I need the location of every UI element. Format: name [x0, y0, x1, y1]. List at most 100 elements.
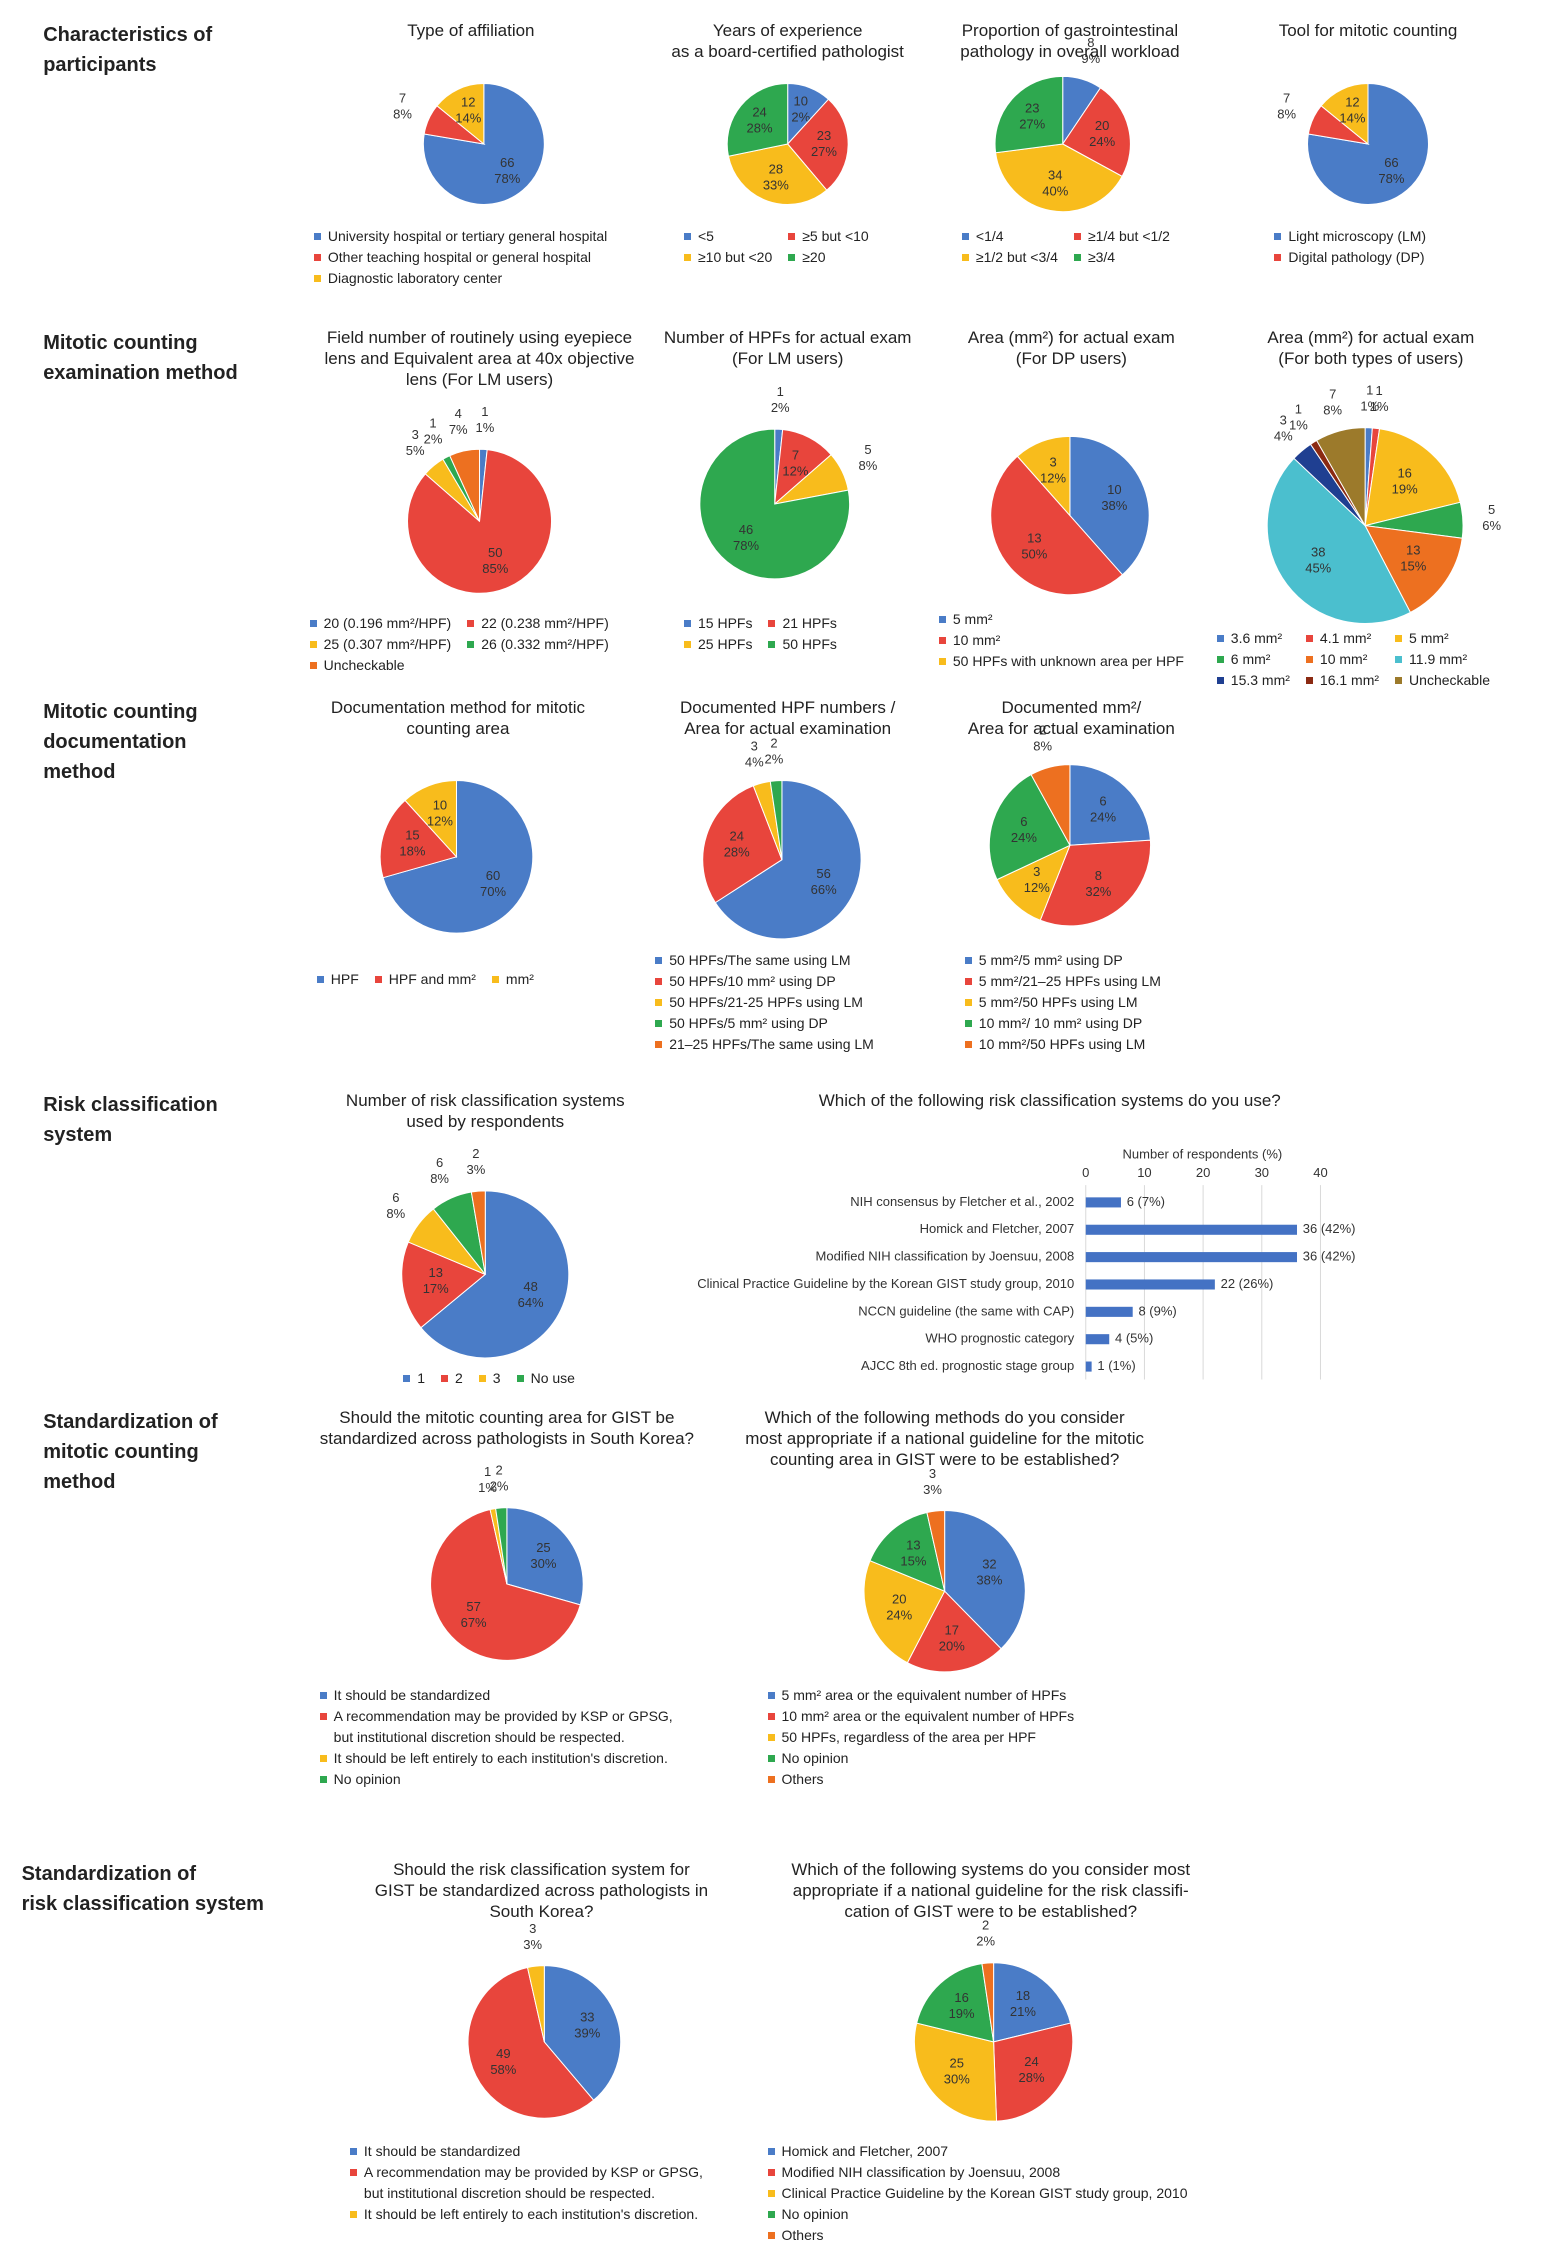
legend-item: ≥1/2 but <3/4	[961, 247, 1058, 268]
legend-label: 21 HPFs	[782, 615, 837, 632]
slice-count: 24	[729, 828, 743, 843]
slice-count: 3	[929, 1466, 936, 1481]
legend-item: 50 HPFs/21-25 HPFs using LM	[655, 992, 874, 1013]
legend-label: ≥1/4 but <1/2	[1087, 228, 1170, 245]
legend-item: 50 HPFs, regardless of the area per HPF	[767, 1727, 1075, 1748]
chart-title: Field number of routinely using eyepiece…	[200, 327, 760, 390]
legend-item: It should be left entirely to each insti…	[349, 2204, 703, 2225]
pie-slice	[981, 1962, 995, 2042]
slice-count: 32	[982, 1556, 996, 1571]
legend-label: Uncheckable	[1409, 671, 1490, 688]
legend-label: 50 HPFs/5 mm² using DP	[669, 1015, 828, 1032]
pie-slice	[401, 1241, 487, 1329]
slice-count: 16	[954, 1990, 968, 2005]
slice-count: 66	[500, 155, 514, 170]
title-line: Should the mitotic counting area for GIS…	[339, 1407, 675, 1427]
legend-label: Digital pathology (DP)	[1288, 249, 1425, 266]
slice-percent: 58%	[490, 2062, 516, 2077]
value-label: 36 (42%)	[1303, 1249, 1356, 1264]
legend-swatch	[349, 2211, 357, 2219]
title-line: counting area in GIST were to be establi…	[769, 1449, 1120, 1469]
legend-swatch	[684, 641, 691, 649]
legend: Light microscopy (LM) Digital pathology (…	[1274, 226, 1426, 268]
legend-label: Homick and Fletcher, 2007	[781, 2143, 949, 2160]
legend-item: A recommendation may be provided by KSP …	[319, 1706, 673, 1748]
slice-percent: 6%	[1482, 518, 1501, 533]
legend-label: 50 HPFs	[782, 636, 837, 653]
slice-count: 23	[1025, 101, 1039, 116]
legend-swatch	[491, 976, 499, 984]
slice-count: 1	[481, 404, 488, 419]
slice-count: 13	[906, 1538, 920, 1553]
legend-item: 4.1 mm²	[1305, 628, 1379, 649]
legend-item: University hospital or tertiary general …	[313, 226, 607, 247]
legend: <1/4 ≥1/4 but <1/2 ≥1/2 but <3/4 ≥3/4	[961, 226, 1170, 268]
legend-item: No opinion	[767, 2204, 1188, 2225]
legend-label: 10 mm²/ 10 mm² using DP	[978, 1015, 1143, 1032]
slice-count: 1	[1366, 382, 1373, 397]
slice-percent: 30%	[944, 2071, 970, 2086]
slice-count: 24	[752, 105, 766, 120]
legend-item: Digital pathology (DP)	[1274, 247, 1426, 268]
slice-count: 2	[1039, 723, 1046, 738]
slice-count: 10	[794, 94, 808, 109]
legend-label: ≥5 but <10	[802, 228, 869, 245]
legend-item: It should be left entirely to each insti…	[319, 1748, 673, 1769]
title-line: Number of HPFs for actual exam	[663, 327, 912, 347]
legend-label: 15 HPFs	[698, 615, 753, 632]
legend-label: A recommendation may be provided by KSP …	[363, 2164, 703, 2202]
legend-label: HPF and mm²	[388, 971, 476, 988]
legend-swatch	[309, 662, 317, 670]
legend-label: 50 HPFs/The same using LM	[669, 952, 851, 969]
legend-item: Diagnostic laboratory center	[313, 268, 607, 289]
legend-item: 5 mm²/5 mm² using DP	[964, 950, 1161, 971]
slice-percent: 45%	[1305, 560, 1331, 575]
legend: It should be standardized A recommendatio…	[349, 2141, 703, 2225]
slice-percent: 24%	[1011, 830, 1037, 845]
legend-label: 11.9 mm²	[1409, 650, 1468, 667]
legend-swatch	[767, 1712, 775, 1720]
legend-label: ≥3/4	[1087, 249, 1116, 266]
pie-slice	[404, 779, 457, 859]
slice-percent: 2%	[771, 400, 790, 415]
legend-item: Light microscopy (LM)	[1274, 226, 1426, 247]
slice-count: 12	[461, 95, 475, 110]
slice-percent: 78%	[1378, 171, 1404, 186]
slice-percent: 1%	[1370, 399, 1389, 414]
value-label: 8 (9%)	[1138, 1303, 1176, 1318]
x-axis-title: Number of respondents (%)	[1123, 1146, 1283, 1161]
pie-slice	[906, 1590, 1002, 1673]
slice-percent: 28%	[747, 121, 773, 136]
title-line: Tool for mitotic counting	[1278, 21, 1458, 41]
legend-label: 20 (0.196 mm²/HPF)	[323, 615, 452, 632]
bar	[1085, 1197, 1121, 1208]
slice-percent: 67%	[461, 1615, 487, 1630]
value-label: 1 (1%)	[1097, 1358, 1135, 1373]
legend-item: HPF and mm²	[374, 969, 476, 990]
chart-title: Which of the following systems do you co…	[711, 1859, 1271, 1922]
slice-percent: 24%	[886, 1607, 912, 1622]
slice-percent: 70%	[480, 884, 506, 899]
title-line: Area for actual examination	[967, 718, 1175, 738]
legend-item: 10 mm²	[1305, 649, 1379, 670]
legend-swatch	[1216, 634, 1224, 642]
slice-percent: 8%	[859, 458, 878, 473]
title-line: cation of GIST were to be established?	[844, 1902, 1138, 1922]
bar	[1085, 1334, 1110, 1345]
title-line: Which of the following risk classificati…	[818, 1091, 1281, 1111]
legend-swatch	[1395, 634, 1403, 642]
legend-item: Clinical Practice Guideline by the Korea…	[767, 2183, 1187, 2204]
pie-slice	[1030, 764, 1071, 846]
slice-count: 3	[1049, 455, 1056, 470]
legend-item: Modified NIH classification by Joensuu, …	[767, 2162, 1188, 2183]
pie-slice	[1315, 427, 1366, 528]
legend-item: 50 HPFs/10 mm² using DP	[655, 971, 874, 992]
slice-percent: 14%	[1339, 111, 1365, 126]
legend-label: 16.1 mm²	[1319, 671, 1380, 688]
legend-item: 25 HPFs	[684, 634, 752, 655]
category-label: Homick and Fletcher, 2007	[920, 1221, 1075, 1236]
slice-percent: 1%	[1360, 398, 1379, 413]
chart-title: Number of HPFs for actual exam (For LM us…	[508, 327, 1068, 369]
legend-item: 50 HPFs with unknown area per HPF	[938, 651, 1184, 672]
pie-slice	[382, 779, 534, 934]
